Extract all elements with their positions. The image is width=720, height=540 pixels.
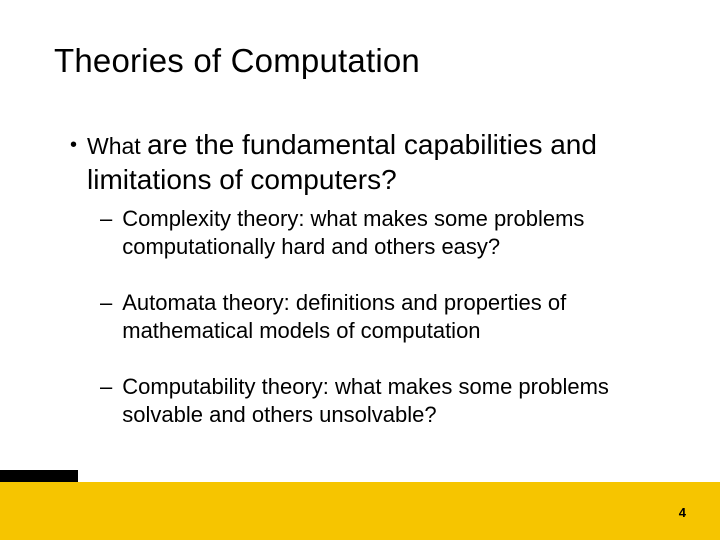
slide-title: Theories of Computation — [54, 42, 420, 80]
sub-bullet-text: Complexity theory: what makes some probl… — [122, 205, 670, 261]
bullet-rest: are the fundamental capabilities and lim… — [87, 129, 597, 195]
accent-block — [0, 470, 78, 482]
main-bullet-text: What are the fundamental capabilities an… — [87, 128, 670, 197]
dash-icon: – — [100, 205, 112, 233]
dash-icon: – — [100, 373, 112, 401]
bullet-icon: • — [70, 128, 77, 162]
sub-bullet-text: Automata theory: definitions and propert… — [122, 289, 670, 345]
sub-bullet-item: – Computability theory: what makes some … — [100, 373, 670, 429]
main-bullet: • What are the fundamental capabilities … — [70, 128, 670, 197]
dash-icon: – — [100, 289, 112, 317]
sub-bullet-text: Computability theory: what makes some pr… — [122, 373, 670, 429]
sub-bullet-item: – Automata theory: definitions and prope… — [100, 289, 670, 345]
footer-bar: 4 — [0, 482, 720, 540]
slide-content: • What are the fundamental capabilities … — [70, 128, 670, 457]
sub-bullet-item: – Complexity theory: what makes some pro… — [100, 205, 670, 261]
sub-bullet-list: – Complexity theory: what makes some pro… — [100, 205, 670, 429]
bullet-lead: What — [87, 133, 147, 159]
page-number: 4 — [679, 505, 686, 520]
slide: Theories of Computation • What are the f… — [0, 0, 720, 540]
